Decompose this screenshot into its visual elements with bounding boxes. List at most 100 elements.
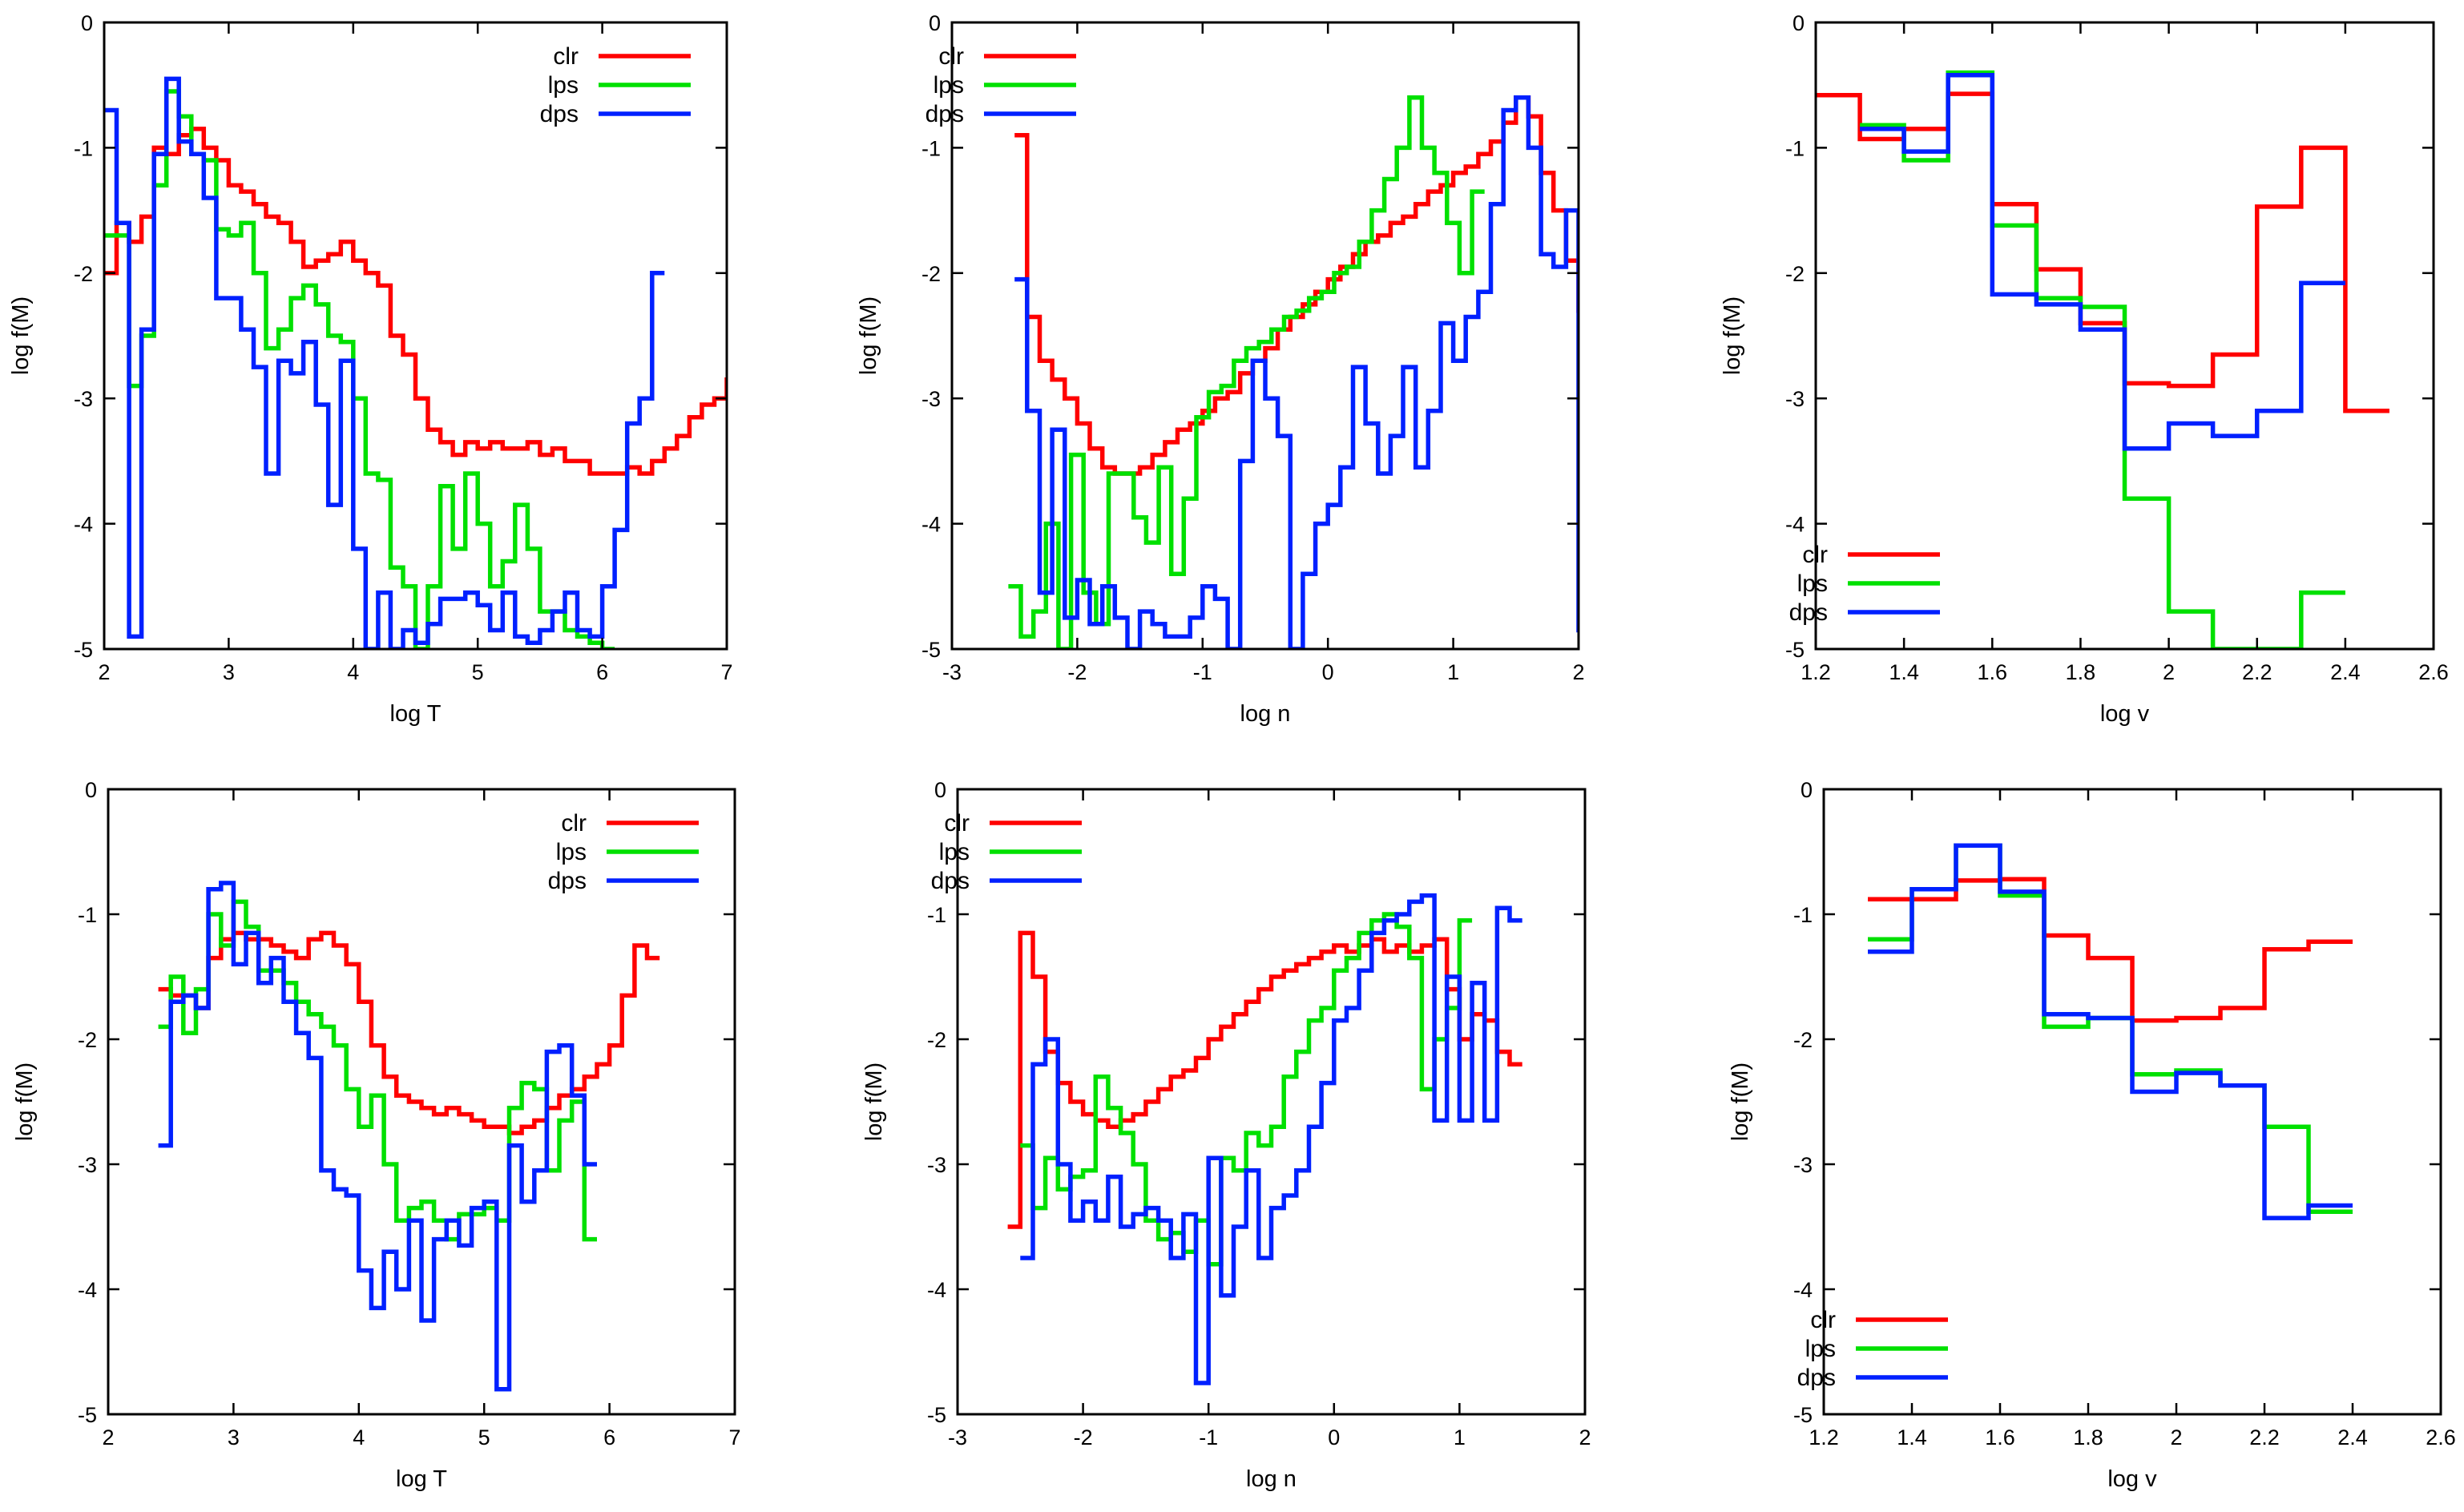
x-tick-label: 1.6 xyxy=(1978,660,2008,684)
x-tick-label: 1.8 xyxy=(2066,660,2096,684)
x-tick-label: -2 xyxy=(1067,660,1087,684)
series-line-dps xyxy=(104,76,665,649)
legend-label-lps: lps xyxy=(934,72,964,99)
y-tick-label: -2 xyxy=(921,262,941,286)
y-tick-label: -1 xyxy=(78,903,97,927)
y-tick-label: -3 xyxy=(927,1153,946,1177)
x-tick-label: 2.4 xyxy=(2330,660,2361,684)
y-tick-label: -2 xyxy=(78,1028,97,1052)
legend-label-clr: clr xyxy=(944,810,970,837)
x-tick-label: -3 xyxy=(942,660,962,684)
y-tick-label: -4 xyxy=(1793,1278,1813,1302)
y-tick-label: 0 xyxy=(1793,11,1805,35)
y-tick-label: -4 xyxy=(921,513,941,537)
x-tick-label: 2 xyxy=(98,660,110,684)
y-tick-label: -1 xyxy=(74,136,93,160)
y-tick-label: -2 xyxy=(927,1028,946,1052)
y-tick-label: -3 xyxy=(1785,387,1805,411)
y-axis-label: log f(M) xyxy=(8,296,34,375)
y-axis-label: log f(M) xyxy=(1720,296,1745,375)
x-tick-label: 1 xyxy=(1454,1425,1466,1450)
panel-velocity-bottom: 1.2 1.4 1.6 1.8 2 2.2 2.4 2.6 0 -1 -2 -3 -4 -5 log v lo… xyxy=(1728,778,2456,1492)
series-line-clr xyxy=(1868,877,2353,1023)
x-tick-label: 1.6 xyxy=(1985,1425,2015,1450)
plot-frame xyxy=(107,788,736,1416)
legend-label-dps: dps xyxy=(931,868,970,894)
x-axis-label: log T xyxy=(396,1466,447,1492)
y-axis-label: log f(M) xyxy=(12,1062,38,1141)
series-line-clr xyxy=(1014,95,1579,476)
y-tick-label: 0 xyxy=(81,11,93,35)
x-axis-label: log v xyxy=(2107,1466,2157,1492)
series-line-dps xyxy=(1014,95,1579,649)
y-tick-label: 0 xyxy=(929,11,941,35)
series-line-dps xyxy=(1020,893,1522,1385)
y-tick-label: -5 xyxy=(1785,638,1805,662)
x-axis-label: log n xyxy=(1240,701,1291,727)
x-tick-label: 1.2 xyxy=(1801,660,1831,684)
plot-frame xyxy=(1814,21,2435,651)
plot-frame xyxy=(103,21,728,651)
panel-velocity-top: 1.2 1.4 1.6 1.8 2 2.2 2.4 2.6 0 -1 -2 -3 -4 -5 log v lo… xyxy=(1720,11,2449,727)
legend-label-clr: clr xyxy=(553,43,579,70)
x-tick-label: 0 xyxy=(1322,660,1334,684)
series-line-clr xyxy=(1816,91,2389,413)
x-tick-label: -3 xyxy=(948,1425,967,1450)
legend-label-lps: lps xyxy=(556,839,587,865)
x-tick-label: 5 xyxy=(478,1425,490,1450)
y-tick-label: -3 xyxy=(1793,1153,1813,1177)
y-tick-label: -1 xyxy=(927,903,946,927)
x-tick-label: 4 xyxy=(353,1425,365,1450)
x-tick-label: 2 xyxy=(102,1425,114,1450)
y-tick-label: -5 xyxy=(74,638,93,662)
x-tick-label: 2.6 xyxy=(2426,1425,2456,1450)
plot-frame xyxy=(950,21,1580,651)
legend-label-lps: lps xyxy=(939,839,970,865)
series-line-clr xyxy=(104,127,727,476)
series-line-dps xyxy=(158,881,597,1392)
x-tick-label: -2 xyxy=(1074,1425,1093,1450)
legend-label-clr: clr xyxy=(561,810,587,837)
y-tick-label: -4 xyxy=(74,513,93,537)
y-tick-label: -3 xyxy=(921,387,941,411)
x-tick-label: 4 xyxy=(347,660,359,684)
x-tick-label: 2 xyxy=(2163,660,2175,684)
legend-label-dps: dps xyxy=(1789,599,1828,626)
y-tick-label: -2 xyxy=(74,262,93,286)
y-tick-label: -1 xyxy=(1793,903,1813,927)
x-tick-label: 7 xyxy=(720,660,732,684)
legend-label-clr: clr xyxy=(1810,1307,1836,1333)
legend-label-dps: dps xyxy=(548,868,587,894)
y-tick-label: -5 xyxy=(921,638,941,662)
panel-density-top: -3 -2 -1 0 1 2 0 -1 -2 -3 -4 -5 log n log f(M) clrlpsd… xyxy=(856,11,1585,727)
y-tick-label: -2 xyxy=(1793,1028,1813,1052)
x-tick-label: 3 xyxy=(228,1425,240,1450)
legend-label-lps: lps xyxy=(1797,571,1828,597)
y-tick-label: -3 xyxy=(78,1153,97,1177)
x-axis-label: log n xyxy=(1246,1466,1297,1492)
x-tick-label: 2 xyxy=(1579,1425,1591,1450)
x-tick-label: 0 xyxy=(1328,1425,1340,1450)
y-tick-label: -4 xyxy=(1785,513,1805,537)
series-line-lps xyxy=(104,89,615,649)
x-tick-label: 2 xyxy=(2170,1425,2182,1450)
x-tick-label: 1.8 xyxy=(2073,1425,2103,1450)
series-line-dps xyxy=(1868,843,2353,1220)
y-tick-label: -5 xyxy=(1793,1403,1813,1427)
y-axis-label: log f(M) xyxy=(861,1062,887,1141)
x-tick-label: 6 xyxy=(596,660,608,684)
x-axis-label: log v xyxy=(2100,701,2150,727)
x-tick-label: 6 xyxy=(603,1425,615,1450)
series-line-lps xyxy=(1860,70,2345,649)
series-line-dps xyxy=(1860,72,2345,451)
y-axis-label: log f(M) xyxy=(1728,1062,1753,1141)
y-tick-label: -1 xyxy=(921,136,941,160)
series-line-lps xyxy=(158,899,597,1242)
x-tick-label: 1.4 xyxy=(1889,660,1919,684)
x-tick-label: 2.4 xyxy=(2337,1425,2368,1450)
x-tick-label: 1.4 xyxy=(1897,1425,1927,1450)
x-tick-label: 2.2 xyxy=(2249,1425,2280,1450)
y-tick-label: -4 xyxy=(78,1278,97,1302)
x-axis-label: log T xyxy=(390,701,442,727)
